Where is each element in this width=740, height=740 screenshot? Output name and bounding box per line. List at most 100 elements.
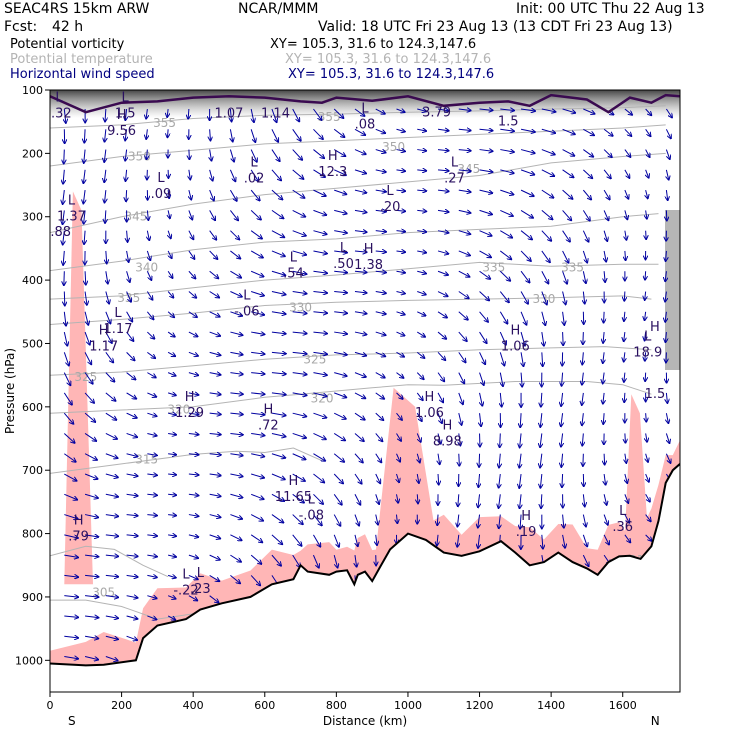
hl-value-27: .88 <box>50 225 71 240</box>
wind-vector-469 <box>458 170 471 171</box>
wind-vector-184 <box>188 535 198 537</box>
wind-vector-615 <box>582 433 583 445</box>
wind-vector-540 <box>520 270 529 282</box>
wind-vector-508 <box>478 514 480 528</box>
wind-vector-228 <box>230 413 242 414</box>
wind-vector-612 <box>582 372 583 385</box>
wind-vector-436 <box>416 372 423 379</box>
wind-vector-84 <box>125 108 126 120</box>
wind-vector-179 <box>188 433 199 434</box>
wind-vector-437 <box>416 392 422 400</box>
wind-vector-303 <box>292 473 305 481</box>
wind-vector-510 <box>500 109 514 110</box>
wind-vector-75 <box>105 494 118 496</box>
hl-value-18: 8.98 <box>433 434 462 449</box>
wind-vector-279 <box>271 473 285 479</box>
wind-vector-551 <box>520 494 522 508</box>
positive-pv-shading <box>50 191 680 666</box>
wind-vector-186 <box>188 574 198 579</box>
wind-vector-563 <box>541 291 547 305</box>
wind-vector-346 <box>333 412 345 419</box>
wind-vector-608 <box>583 291 584 304</box>
wind-vector-390 <box>375 351 385 356</box>
wind-vector-431 <box>417 271 426 273</box>
hl-letter-23: L <box>619 504 627 519</box>
hl-value-6: .20 <box>380 200 401 215</box>
wind-vector-410 <box>396 292 405 294</box>
wind-vector-433 <box>417 311 425 316</box>
pv-boundary-layer <box>50 440 680 666</box>
theta-label-15: 350 <box>382 140 405 154</box>
wind-vector-45 <box>84 453 97 460</box>
hl-letter-11: L <box>243 288 251 303</box>
hl-letter-35: H <box>650 320 660 335</box>
wind-vector-160 <box>167 575 176 577</box>
wind-vector-458 <box>437 392 443 402</box>
wind-vector-190 <box>210 149 212 161</box>
hl-value-15: 1.29 <box>175 406 204 421</box>
wind-vector-655 <box>624 311 625 321</box>
wind-vector-49 <box>85 535 98 537</box>
wind-vector-325 <box>313 453 325 461</box>
wind-vector-345 <box>334 392 346 397</box>
wind-vector-22 <box>64 555 78 557</box>
wind-vector-625 <box>603 169 611 178</box>
wind-vector-52 <box>85 596 98 597</box>
wind-vector-668 <box>645 129 651 136</box>
header: SEAC4RS 15km ARW NCAR/MMM Init: 00 UTC T… <box>0 0 740 86</box>
wind-vector-598 <box>563 534 566 548</box>
wind-vector-503 <box>480 413 482 426</box>
wind-vector-687 <box>645 514 651 522</box>
theta-label-4: 325 <box>74 370 97 384</box>
wind-vector-88 <box>126 190 127 201</box>
wind-vector-517 <box>500 250 511 259</box>
hl-value-3: .02 <box>244 171 265 186</box>
wind-vector-10 <box>64 311 66 326</box>
wind-vector-150 <box>167 373 175 376</box>
wind-vector-171 <box>188 270 195 278</box>
wind-vector-647 <box>624 149 631 157</box>
wind-vector-285 <box>292 108 300 121</box>
wind-vector-152 <box>168 413 176 415</box>
wind-vector-379 <box>375 128 385 133</box>
theta-label-0: 305 <box>92 586 115 600</box>
wind-vector-513 <box>500 169 513 173</box>
wind-vector-393 <box>375 412 384 420</box>
wind-vector-587 <box>563 311 565 325</box>
wind-vector-705 <box>666 433 669 443</box>
wind-vector-82 <box>105 635 118 639</box>
pv-region-1 <box>372 387 444 585</box>
wind-vector-67 <box>105 331 112 343</box>
wind-vector-2 <box>64 149 65 164</box>
wind-vector-64 <box>106 271 108 283</box>
wind-vector-209 <box>209 534 221 539</box>
theta-350 <box>50 124 666 167</box>
wind-vector-113 <box>146 149 147 160</box>
wind-vector-242 <box>250 210 261 219</box>
wind-vector-654 <box>624 291 625 301</box>
wind-vector-48 <box>84 514 98 518</box>
theta-label-9: 335 <box>482 260 505 274</box>
hl-value-32: 1.5 <box>498 114 519 129</box>
terrain-mask <box>50 463 680 692</box>
wind-vector-295 <box>292 312 307 314</box>
wind-vector-424 <box>417 129 426 131</box>
wind-vector-301 <box>292 432 306 437</box>
wind-vector-383 <box>375 210 386 211</box>
wind-vector-276 <box>271 413 286 415</box>
wind-vector-318 <box>313 312 327 313</box>
wind-vector-568 <box>541 392 542 407</box>
wind-vector-486 <box>457 514 458 527</box>
wind-vector-213 <box>230 108 231 121</box>
wind-vector-656 <box>624 332 625 341</box>
wind-vector-30 <box>84 149 85 163</box>
wind-vector-54 <box>84 636 98 638</box>
wind-vector-401 <box>396 109 405 112</box>
wind-vector-706 <box>665 453 670 463</box>
wind-vector-333 <box>333 149 345 157</box>
field-name-wind: Horizontal wind speed <box>10 67 155 82</box>
wind-vector-482 <box>459 433 461 445</box>
wind-vector-560 <box>541 230 551 241</box>
terrain-surface <box>50 463 680 692</box>
wind-vector-571 <box>540 453 542 468</box>
